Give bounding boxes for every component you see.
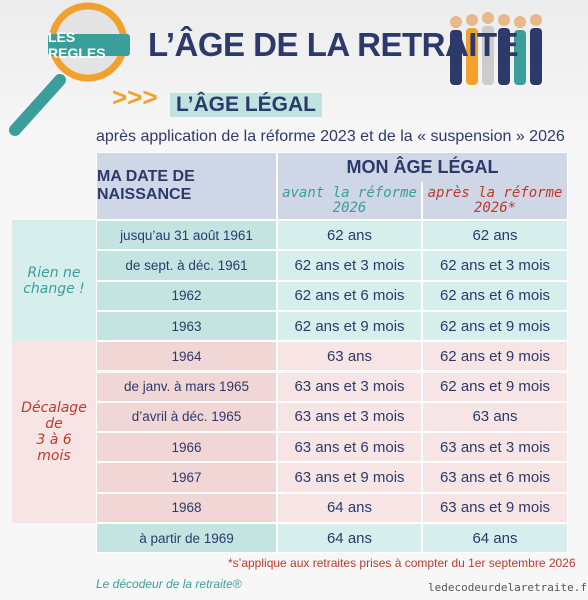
table-cell: 62 ans — [277, 220, 422, 251]
group-label: Rien ne change ! — [12, 220, 96, 342]
group-header: MON ÂGE LÉGAL — [277, 152, 568, 182]
table-cell: 62 ans et 9 mois — [422, 371, 568, 402]
table-cell: 63 ans et 3 mois — [277, 401, 422, 433]
table-cell: 63 ans — [422, 401, 568, 433]
table-cell: 62 ans — [422, 220, 568, 251]
group-label-line: Décalage — [21, 400, 87, 417]
subtitle: après application de la réforme 2023 et … — [96, 128, 565, 145]
table-cell: 1968 — [96, 492, 277, 523]
table-cell: 1963 — [96, 310, 277, 342]
footnote: *s’applique aux retraites prises à compt… — [228, 556, 576, 570]
url: ledecodeurdelaretraite.fr — [428, 581, 588, 594]
table-cell: 62 ans et 6 mois — [422, 280, 568, 311]
table-cell: 1962 — [96, 280, 277, 311]
table-cell: 64 ans — [277, 492, 422, 523]
svg-text:>>>: >>> — [112, 82, 158, 112]
table-cell: à partir de 1969 — [96, 523, 277, 554]
sub-header: après la réforme 2026* — [422, 182, 568, 220]
sub-header: avant la réforme 2026 — [277, 182, 422, 220]
table-cell: 62 ans et 3 mois — [277, 250, 422, 281]
table-cell: 62 ans et 9 mois — [422, 310, 568, 342]
table-cell: 63 ans — [277, 341, 422, 372]
title: L’ÂGE DE LA RETRAITE — [148, 26, 519, 63]
table-cell: d’avril à déc. 1965 — [96, 401, 277, 433]
table-cell: 63 ans et 3 mois — [422, 432, 568, 463]
table-cell: 1967 — [96, 462, 277, 493]
sub-header-line: 2026 — [332, 199, 367, 216]
group-label-line: Rien ne — [27, 264, 81, 281]
table-cell: de janv. à mars 1965 — [96, 371, 277, 402]
group-label: Décalage de 3 à 6 mois — [12, 341, 96, 523]
table-cell: 64 ans — [422, 523, 568, 554]
group-label-line: 3 à 6 — [36, 432, 72, 449]
group-label-line: de — [45, 416, 63, 433]
table-cell: 63 ans et 9 mois — [277, 462, 422, 493]
brand: Le décodeur de la retraite® — [96, 577, 242, 591]
table-cell: 63 ans et 6 mois — [422, 462, 568, 493]
table-cell: de sept. à déc. 1961 — [96, 250, 277, 281]
sub-header-line: 2026* — [473, 199, 517, 216]
table-cell: 63 ans et 3 mois — [277, 371, 422, 402]
group-label-line: change ! — [23, 280, 85, 297]
table-cell: 64 ans — [277, 523, 422, 554]
table-cell: 1966 — [96, 432, 277, 463]
table-cell: 63 ans et 9 mois — [422, 492, 568, 523]
table-cell: 63 ans et 6 mois — [277, 432, 422, 463]
sub-header-line: avant la réforme — [282, 184, 417, 201]
table-cell: 62 ans et 9 mois — [277, 310, 422, 342]
table-cell: 62 ans et 6 mois — [277, 280, 422, 311]
section-title: L’ÂGE LÉGAL — [170, 93, 323, 117]
table-cell: jusqu’au 31 août 1961 — [96, 220, 277, 251]
column-header: MA DATE DE NAISSANCE — [96, 152, 277, 220]
table-cell: 1964 — [96, 341, 277, 372]
table-cell: 62 ans et 9 mois — [422, 341, 568, 372]
group-label-line: mois — [37, 448, 71, 465]
sub-header-line: après la réforme — [427, 184, 563, 201]
table-cell: 62 ans et 3 mois — [422, 250, 568, 281]
